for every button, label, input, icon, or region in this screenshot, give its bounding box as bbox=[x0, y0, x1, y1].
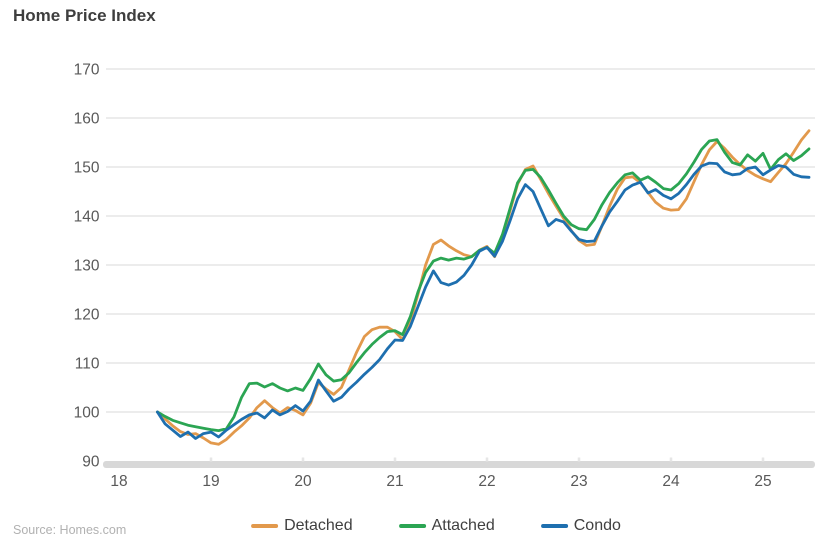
chart-title: Home Price Index bbox=[13, 6, 156, 25]
y-tick-label-120: 120 bbox=[74, 307, 100, 324]
legend-label-attached: Attached bbox=[431, 517, 495, 534]
x-tick-25 bbox=[761, 457, 765, 462]
x-tick-21 bbox=[393, 457, 397, 462]
x-tick-label-20: 20 bbox=[294, 473, 312, 490]
legend-item-condo: Condo bbox=[540, 517, 621, 535]
x-tick-23 bbox=[577, 457, 581, 462]
x-tick-label-23: 23 bbox=[570, 473, 587, 490]
legend-swatch-condo-icon bbox=[540, 524, 568, 528]
y-tick-label-140: 140 bbox=[74, 209, 100, 226]
x-tick-label-19: 19 bbox=[202, 473, 219, 490]
x-tick-label-24: 24 bbox=[662, 473, 680, 490]
series-line-detached bbox=[155, 129, 811, 446]
x-tick-19 bbox=[209, 457, 213, 462]
source-note: Source: Homes.com bbox=[13, 523, 127, 537]
legend: Detached Attached Condo bbox=[251, 517, 621, 535]
x-tick-label-18: 18 bbox=[110, 473, 127, 490]
legend-item-attached: Attached bbox=[398, 517, 495, 535]
y-tick-label-130: 130 bbox=[74, 258, 100, 275]
x-tick-label-21: 21 bbox=[386, 473, 403, 490]
y-tick-label-110: 110 bbox=[75, 356, 100, 373]
legend-label-condo: Condo bbox=[573, 517, 621, 534]
series-line-condo bbox=[155, 161, 811, 440]
series-line-attached bbox=[155, 138, 811, 433]
y-tick-label-150: 150 bbox=[74, 160, 100, 177]
x-tick-label-22: 22 bbox=[478, 473, 495, 490]
x-tick-label-25: 25 bbox=[754, 473, 771, 490]
legend-swatch-attached-icon bbox=[398, 524, 426, 528]
y-tick-label-170: 170 bbox=[74, 62, 100, 79]
x-tick-20 bbox=[301, 457, 305, 462]
y-tick-label-90: 90 bbox=[82, 454, 100, 471]
x-axis-band bbox=[103, 461, 815, 468]
y-tick-label-100: 100 bbox=[74, 405, 100, 422]
legend-item-detached: Detached bbox=[251, 517, 353, 535]
y-tick-label-160: 160 bbox=[74, 111, 100, 128]
x-tick-22 bbox=[485, 457, 489, 462]
legend-swatch-detached-icon bbox=[251, 524, 279, 528]
x-tick-24 bbox=[669, 457, 673, 462]
legend-label-detached: Detached bbox=[284, 517, 353, 534]
